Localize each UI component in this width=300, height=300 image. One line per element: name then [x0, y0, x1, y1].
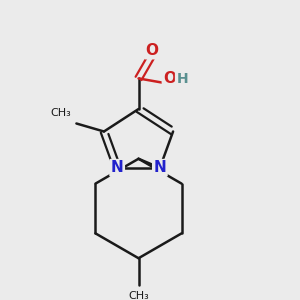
Text: H: H [176, 72, 188, 86]
Text: O: O [146, 43, 158, 58]
Text: O: O [163, 71, 176, 86]
Text: N: N [154, 160, 166, 175]
Text: N: N [111, 160, 124, 175]
Text: CH₃: CH₃ [128, 291, 149, 300]
Text: CH₃: CH₃ [50, 108, 71, 118]
